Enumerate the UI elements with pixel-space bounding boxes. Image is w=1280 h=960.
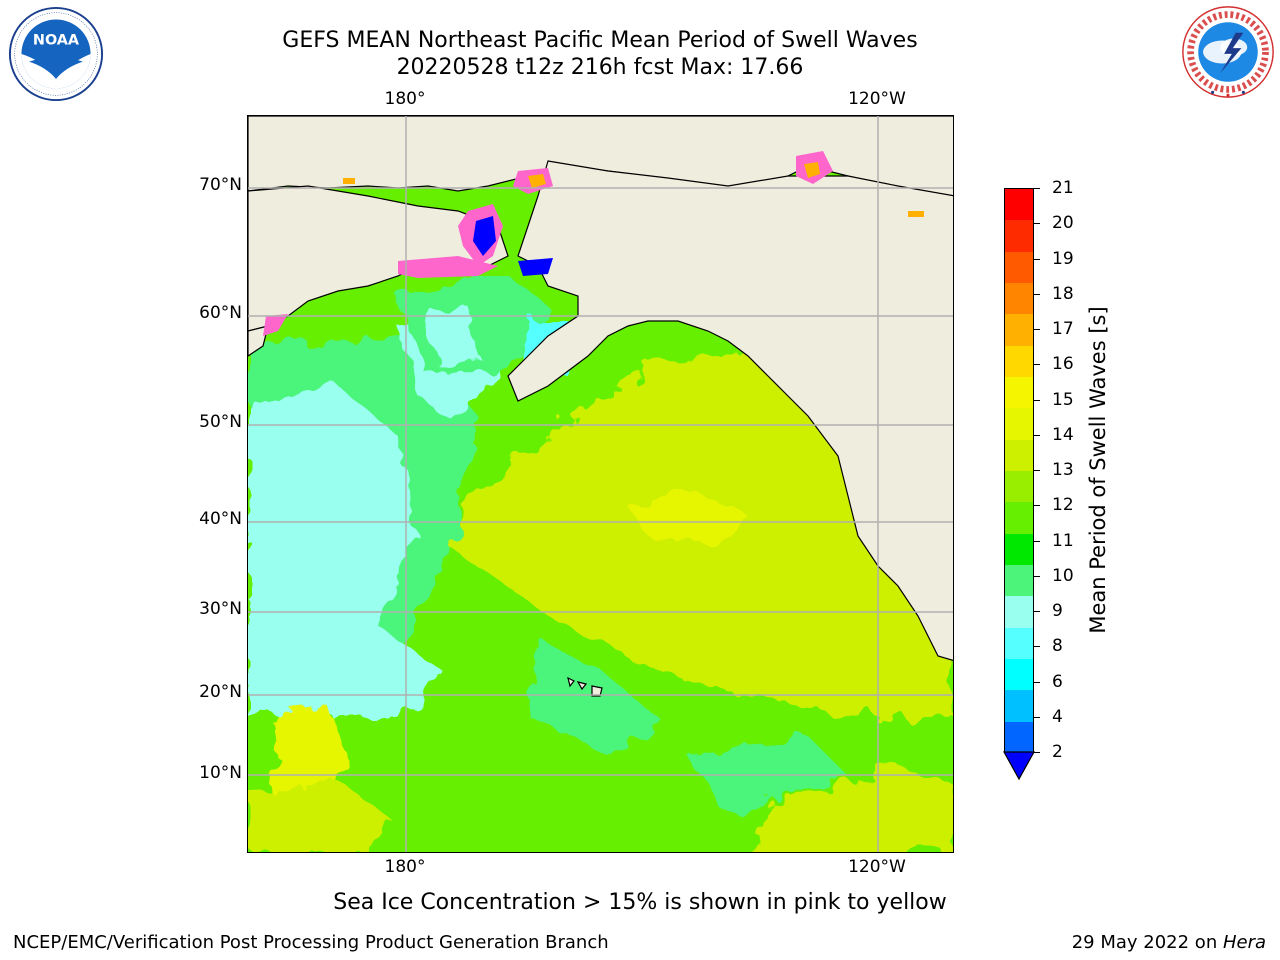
colorbar-segment (1005, 283, 1033, 315)
footer-credit: NCEP/EMC/Verification Post Processing Pr… (13, 932, 609, 953)
footer-host: Hera (1222, 932, 1266, 953)
colorbar-segment (1005, 627, 1033, 660)
lat-label-20n: 20°N (199, 682, 242, 702)
lat-label-40n: 40°N (199, 509, 242, 529)
lat-label-50n: 50°N (199, 412, 242, 432)
colorbar-label: 4 (1052, 706, 1063, 727)
lon-label-top-120w: 120°W (848, 89, 906, 109)
colorbar-segment (1005, 565, 1033, 597)
colorbar-label: 13 (1052, 460, 1074, 480)
colorbar-label: 15 (1052, 389, 1074, 410)
colorbar-tick (1034, 434, 1040, 436)
colorbar-label: 17 (1052, 319, 1074, 339)
lon-label-bottom-180: 180° (384, 857, 426, 877)
colorbar-label: 10 (1052, 565, 1074, 586)
colorbar-segment (1005, 659, 1033, 691)
colorbar-tick (1034, 716, 1040, 718)
map-title: GEFS MEAN Northeast Pacific Mean Period … (282, 28, 918, 53)
colorbar-tick (1034, 752, 1040, 753)
colorbar-label: 14 (1052, 424, 1074, 445)
sea-ice-caption: Sea Ice Concentration > 15% is shown in … (333, 890, 947, 915)
footer-date-text: 29 May 2022 on (1071, 932, 1223, 953)
colorbar-tick (1034, 329, 1040, 330)
colorbar-segment (1005, 251, 1033, 284)
colorbar-label: 20 (1052, 213, 1074, 234)
colorbar-segment (1005, 408, 1033, 441)
colorbar-tick (1034, 364, 1040, 366)
map-subtitle: 20220528 t12z 216h fcst Max: 17.66 (396, 55, 804, 80)
colorbar-tick (1034, 505, 1040, 507)
colorbar-label: 9 (1052, 601, 1063, 621)
footer-date: 29 May 2022 on Hera (1072, 932, 1266, 953)
colorbar-tick (1034, 646, 1040, 648)
colorbar-tick (1034, 470, 1040, 471)
colorbar-tick (1034, 258, 1040, 260)
colorbar-tick (1034, 611, 1040, 612)
svg-text:NOAA: NOAA (33, 32, 80, 48)
colorbar-label: 2 (1052, 742, 1063, 762)
colorbar-segment (1005, 502, 1033, 535)
map-panel (247, 115, 954, 853)
colorbar-segment (1005, 471, 1033, 503)
lon-label-top-180: 180° (384, 89, 426, 109)
lat-label-10n: 10°N (199, 763, 242, 783)
colorbar-extend-arrow (1003, 751, 1035, 781)
colorbar-tick (1034, 293, 1040, 295)
colorbar-segment (1005, 721, 1033, 754)
colorbar-segment (1005, 690, 1033, 723)
colorbar-label: 19 (1052, 248, 1074, 269)
colorbar-segment (1005, 377, 1033, 409)
colorbar-segment (1005, 314, 1033, 347)
colorbar-tick (1034, 540, 1040, 542)
colorbar-label: 8 (1052, 636, 1063, 657)
colorbar-title: Mean Period of Swell Waves [s] (1086, 306, 1110, 634)
colorbar-segment (1005, 345, 1033, 378)
lat-label-30n: 30°N (199, 599, 242, 619)
colorbar-label: 12 (1052, 495, 1074, 516)
colorbar-segment (1005, 220, 1033, 253)
colorbar-tick (1034, 575, 1040, 577)
swell-period-field (248, 116, 953, 852)
colorbar-label: 21 (1052, 178, 1074, 198)
colorbar-segment (1005, 439, 1033, 472)
colorbar-segment (1005, 189, 1033, 221)
colorbar-tick (1034, 681, 1040, 683)
colorbar-label: 11 (1052, 530, 1074, 551)
colorbar-label: 18 (1052, 283, 1074, 304)
colorbar-label: 6 (1052, 671, 1063, 692)
nws-logo (1182, 6, 1274, 98)
colorbar-label: 16 (1052, 354, 1074, 375)
lon-label-bottom-120w: 120°W (848, 857, 906, 877)
colorbar-tick (1034, 223, 1040, 225)
lat-label-70n: 70°N (199, 175, 242, 195)
colorbar-tick (1034, 399, 1040, 401)
colorbar-tick (1034, 188, 1040, 189)
colorbar-segment (1005, 533, 1033, 566)
lat-label-60n: 60°N (199, 303, 242, 323)
noaa-logo: NOAA (8, 6, 104, 102)
colorbar (1004, 188, 1034, 754)
colorbar-segment (1005, 596, 1033, 629)
